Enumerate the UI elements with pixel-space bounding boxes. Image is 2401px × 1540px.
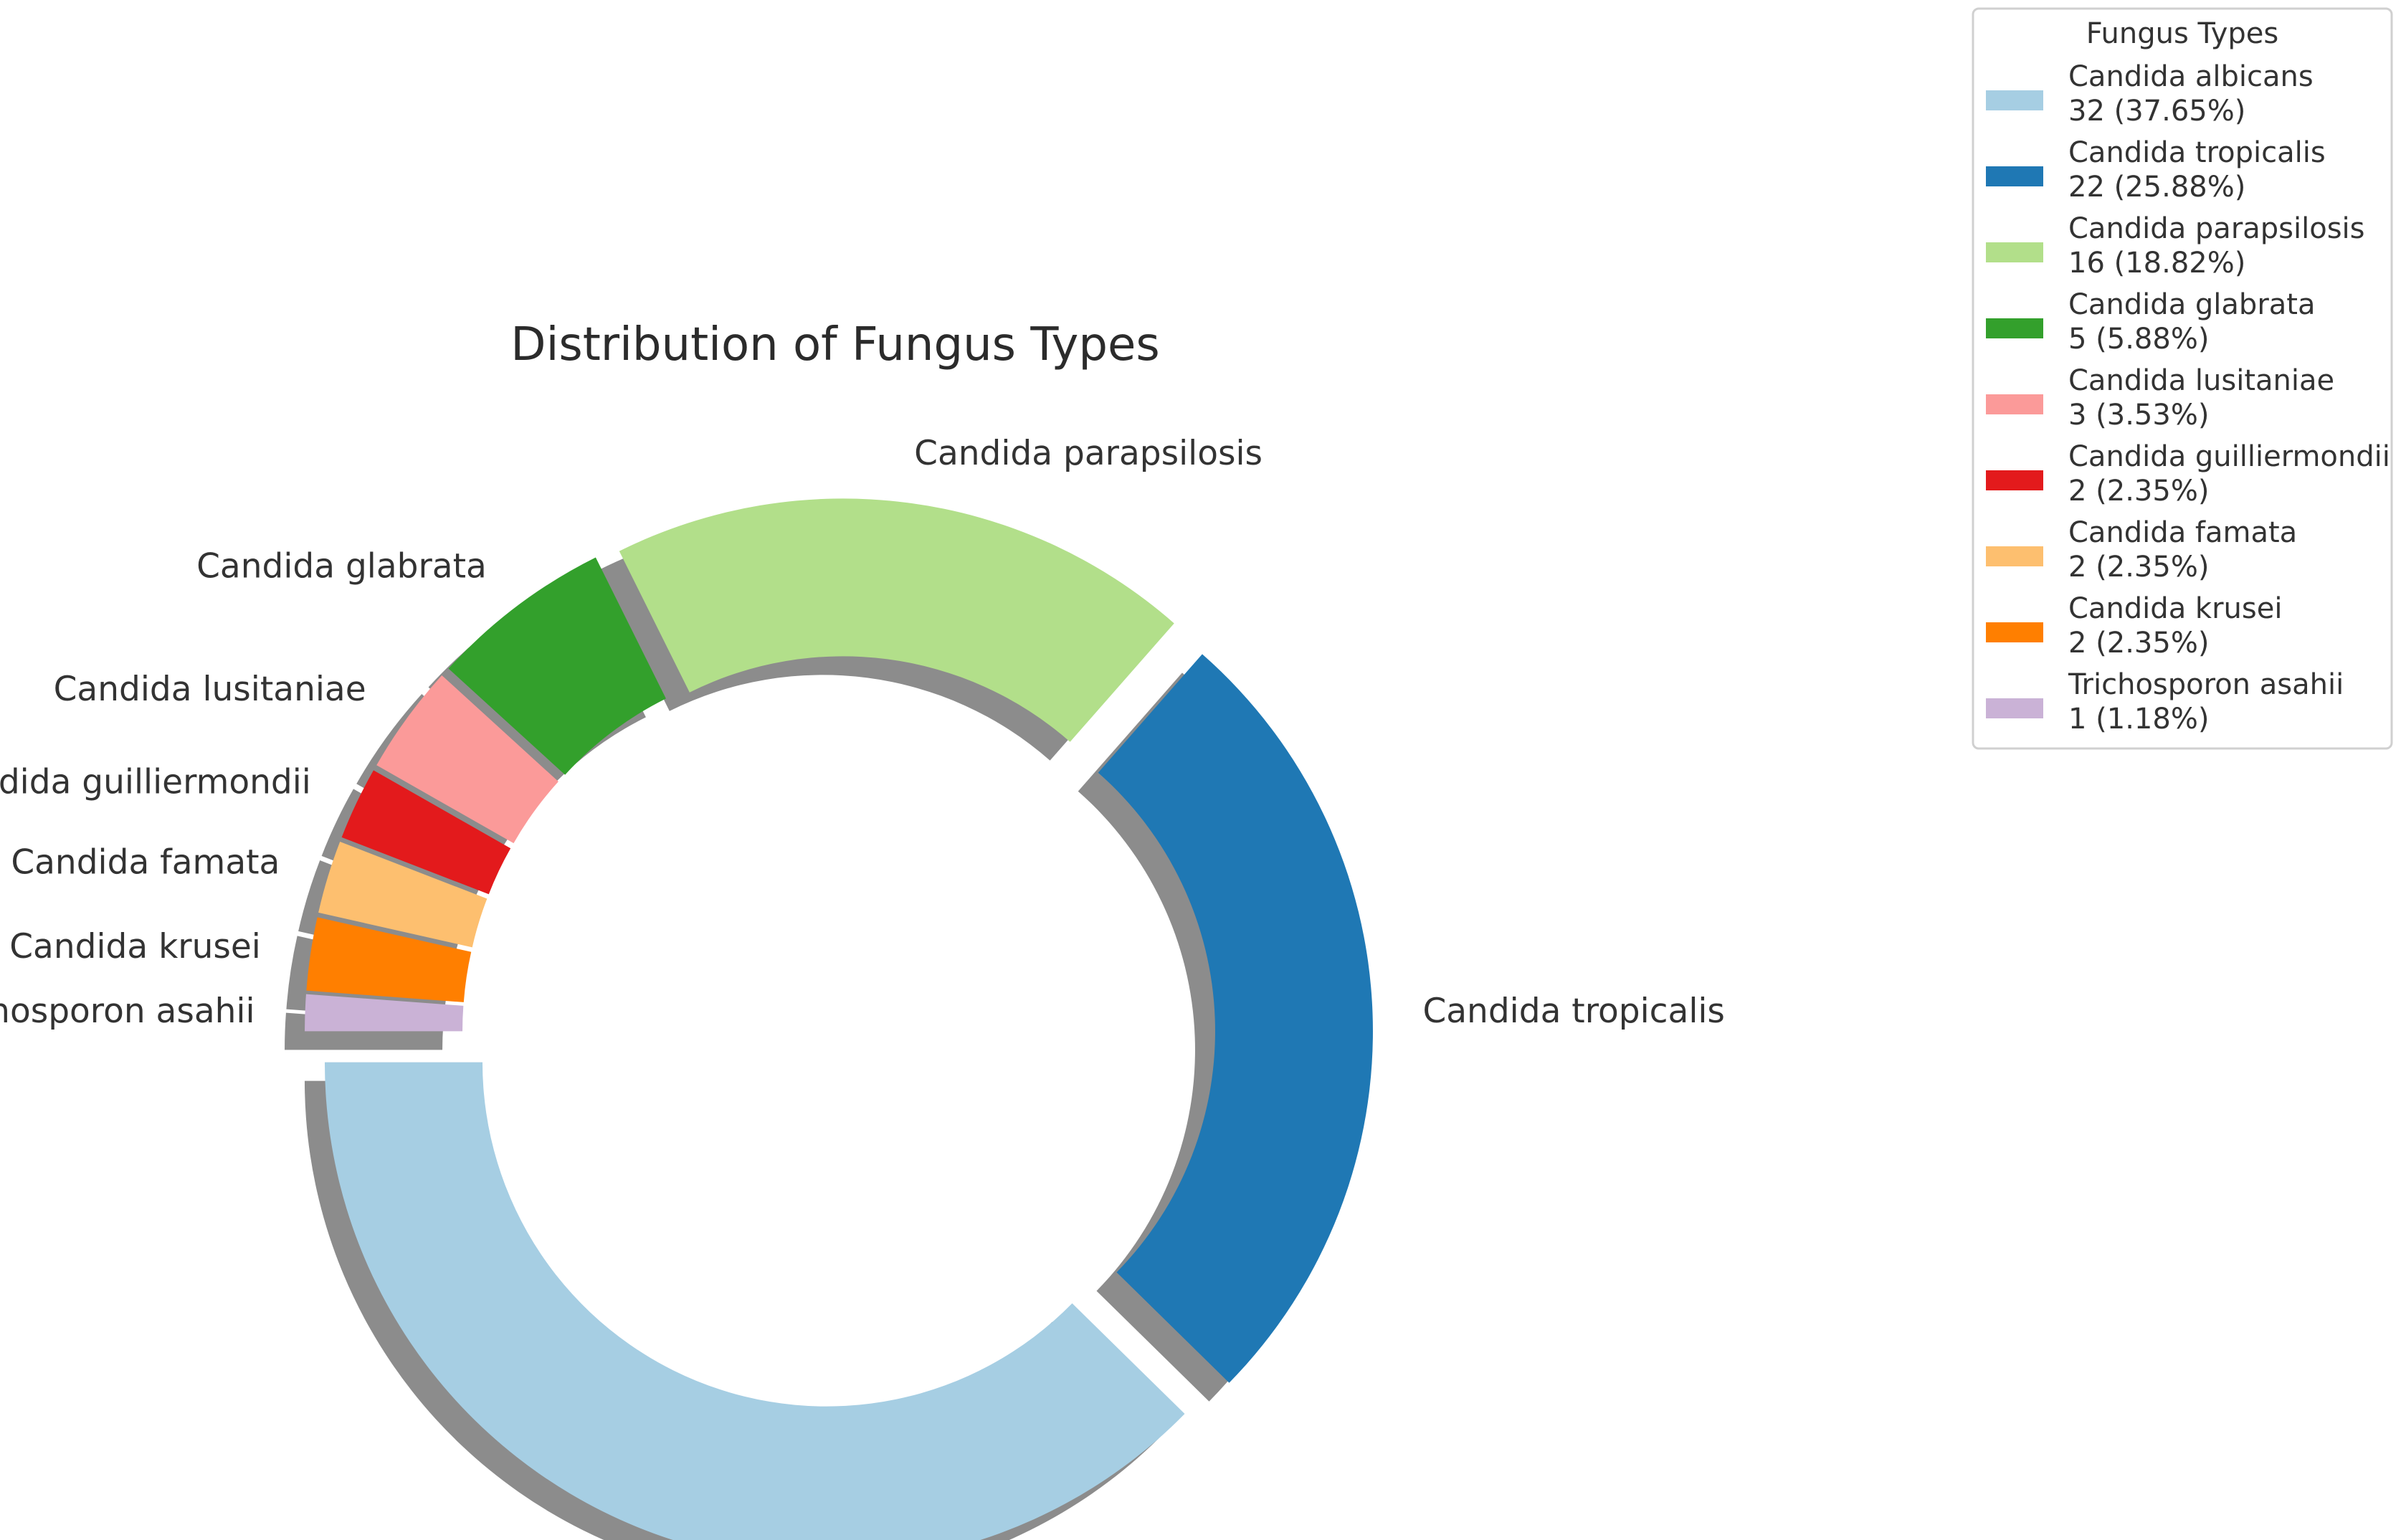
slice-candida-famata xyxy=(318,842,488,948)
legend-label-candida-krusei: Candida krusei xyxy=(2068,592,2282,625)
legend-swatch-candida-famata xyxy=(1986,546,2043,566)
legend-swatch-candida-albicans xyxy=(1986,90,2043,110)
legend-swatch-candida-glabrata xyxy=(1986,318,2043,338)
legend-value-candida-parapsilosis: 16 (18.82%) xyxy=(2068,247,2245,280)
legend-label-candida-lusitaniae: Candida lusitaniae xyxy=(2068,364,2334,397)
slice-label-candida-lusitaniae: Candida lusitaniae xyxy=(54,670,366,709)
legend-swatch-candida-parapsilosis xyxy=(1986,242,2043,262)
slice-label-trichosporon-asahii: Trichosporon asahii xyxy=(0,992,255,1031)
legend-swatch-candida-guilliermondii xyxy=(1986,470,2043,490)
legend-value-candida-guilliermondii: 2 (2.35%) xyxy=(2068,475,2209,508)
slice-label-candida-parapsilosis: Candida parapsilosis xyxy=(914,434,1263,473)
legend-value-candida-tropicalis: 22 (25.88%) xyxy=(2068,171,2245,204)
legend-value-candida-krusei: 2 (2.35%) xyxy=(2068,627,2209,660)
slice-label-candida-famata: Candida famata xyxy=(11,843,280,883)
slice-label-candida-tropicalis: Candida tropicalis xyxy=(1422,992,1725,1031)
legend-label-trichosporon-asahii: Trichosporon asahii xyxy=(2068,668,2344,701)
slice-candida-parapsilosis xyxy=(619,498,1174,742)
legend-label-candida-glabrata: Candida glabrata xyxy=(2068,288,2315,321)
legend-label-candida-albicans: Candida albicans xyxy=(2068,60,2314,93)
legend-label-candida-guilliermondii: Candida guilliermondii xyxy=(2068,440,2390,473)
legend-value-candida-glabrata: 5 (5.88%) xyxy=(2068,323,2209,356)
legend-title: Fungus Types xyxy=(2086,17,2279,50)
donut-slices xyxy=(305,498,1373,1540)
slice-label-candida-krusei: Candida krusei xyxy=(9,927,261,966)
slice-candida-krusei xyxy=(306,917,472,1002)
legend-frame xyxy=(1972,7,2393,750)
legend-label-candida-parapsilosis: Candida parapsilosis xyxy=(2068,212,2365,245)
legend-value-candida-albicans: 32 (37.65%) xyxy=(2068,95,2245,128)
slice-label-candida-glabrata: Candida glabrata xyxy=(196,547,487,586)
legend-swatch-candida-tropicalis xyxy=(1986,166,2043,186)
slice-candida-lusitaniae xyxy=(376,675,558,844)
slice-candida-tropicalis xyxy=(1098,654,1373,1383)
legend-label-candida-tropicalis: Candida tropicalis xyxy=(2068,136,2326,169)
legend-swatch-candida-lusitaniae xyxy=(1986,394,2043,414)
legend-swatch-trichosporon-asahii xyxy=(1986,698,2043,718)
slice-labels: Candida albicansCandida tropicalisCandid… xyxy=(0,434,1725,1031)
slice-candida-guilliermondii xyxy=(341,770,511,895)
slice-candida-albicans xyxy=(324,1062,1185,1540)
legend-value-candida-lusitaniae: 3 (3.53%) xyxy=(2068,399,2209,432)
slice-label-candida-guilliermondii: Candida guilliermondii xyxy=(0,762,311,802)
legend-label-candida-famata: Candida famata xyxy=(2068,516,2297,549)
chart-title: Distribution of Fungus Types xyxy=(510,318,1159,371)
slice-trichosporon-asahii xyxy=(305,994,464,1032)
slice-candida-glabrata xyxy=(448,557,666,775)
legend-value-trichosporon-asahii: 1 (1.18%) xyxy=(2068,703,2209,736)
legend-value-candida-famata: 2 (2.35%) xyxy=(2068,551,2209,584)
legend-swatch-candida-krusei xyxy=(1986,622,2043,642)
